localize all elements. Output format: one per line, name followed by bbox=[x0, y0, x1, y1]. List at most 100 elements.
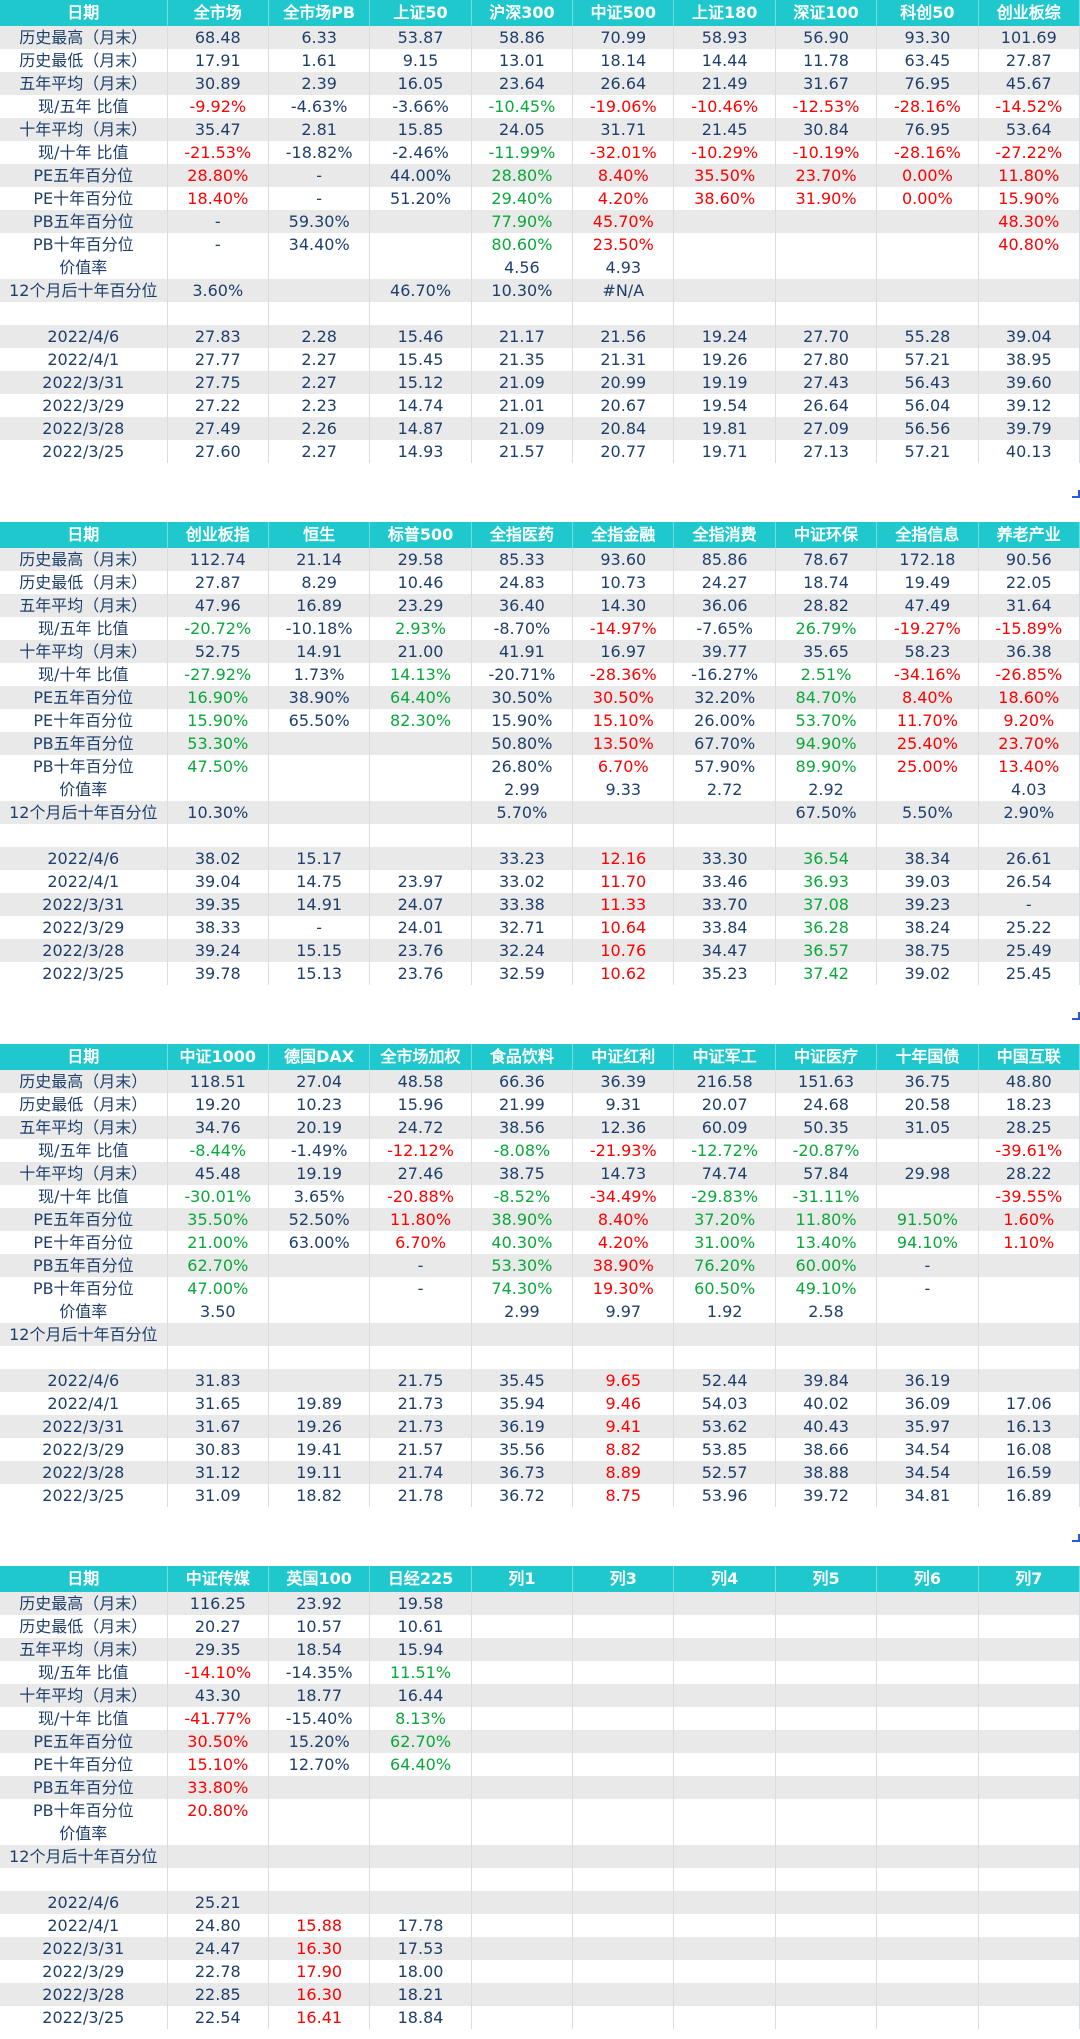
table-cell[interactable] bbox=[673, 1346, 776, 1369]
table-cell[interactable]: 47.50% bbox=[167, 755, 269, 778]
table-cell[interactable]: 24.05 bbox=[471, 118, 574, 141]
table-cell[interactable]: #N/A bbox=[572, 279, 675, 302]
table-cell[interactable]: 39.84 bbox=[775, 1369, 878, 1392]
table-cell[interactable]: 30.84 bbox=[775, 118, 878, 141]
table-cell[interactable] bbox=[876, 1730, 979, 1753]
table-cell[interactable]: 35.94 bbox=[471, 1392, 574, 1415]
column-header[interactable]: 中证医疗 bbox=[775, 1044, 878, 1070]
table-cell[interactable]: 16.05 bbox=[369, 72, 472, 95]
table-cell[interactable]: 53.30% bbox=[167, 732, 269, 755]
table-cell[interactable]: 19.26 bbox=[268, 1415, 371, 1438]
table-cell[interactable] bbox=[978, 1638, 1080, 1661]
table-cell[interactable] bbox=[572, 1323, 675, 1346]
table-cell[interactable] bbox=[876, 1684, 979, 1707]
table-cell[interactable]: 16.59 bbox=[978, 1461, 1080, 1484]
table-cell[interactable]: 15.90% bbox=[978, 187, 1080, 210]
table-cell[interactable]: 21.74 bbox=[369, 1461, 472, 1484]
table-cell[interactable]: 2.72 bbox=[673, 778, 776, 801]
table-cell[interactable] bbox=[775, 1615, 878, 1638]
table-cell[interactable]: 39.72 bbox=[775, 1484, 878, 1507]
table-cell[interactable]: 51.20% bbox=[369, 187, 472, 210]
row-label[interactable]: 十年平均（月末） bbox=[0, 640, 168, 663]
table-cell[interactable]: -28.16% bbox=[876, 141, 979, 164]
table-cell[interactable]: 38.02 bbox=[167, 847, 269, 870]
table-cell[interactable] bbox=[978, 1891, 1080, 1914]
table-cell[interactable] bbox=[268, 1254, 371, 1277]
table-cell[interactable]: -20.88% bbox=[369, 1185, 472, 1208]
table-cell[interactable]: 16.13 bbox=[978, 1415, 1080, 1438]
table-cell[interactable]: 33.38 bbox=[471, 893, 574, 916]
table-cell[interactable] bbox=[775, 1638, 878, 1661]
table-cell[interactable] bbox=[268, 1868, 371, 1891]
table-cell[interactable] bbox=[471, 2006, 574, 2029]
table-cell[interactable] bbox=[876, 1707, 979, 1730]
table-cell[interactable]: 39.04 bbox=[978, 325, 1080, 348]
table-cell[interactable] bbox=[268, 824, 371, 847]
table-cell[interactable] bbox=[471, 1822, 574, 1845]
row-label[interactable]: PE十年百分位 bbox=[0, 1753, 168, 1776]
table-cell[interactable]: -28.16% bbox=[876, 95, 979, 118]
table-cell[interactable]: 77.90% bbox=[471, 210, 574, 233]
table-cell[interactable]: -14.10% bbox=[167, 1661, 269, 1684]
column-header[interactable]: 中证500 bbox=[572, 0, 675, 26]
table-cell[interactable]: - bbox=[876, 1277, 979, 1300]
table-cell[interactable]: 23.29 bbox=[369, 594, 472, 617]
table-cell[interactable]: 1.92 bbox=[673, 1300, 776, 1323]
table-cell[interactable] bbox=[978, 1277, 1080, 1300]
row-label[interactable]: 历史最高（月末） bbox=[0, 26, 168, 49]
table-cell[interactable]: 57.84 bbox=[775, 1162, 878, 1185]
table-cell[interactable]: 3.65% bbox=[268, 1185, 371, 1208]
table-cell[interactable]: 18.00 bbox=[369, 1960, 472, 1983]
table-cell[interactable] bbox=[268, 1799, 371, 1822]
table-cell[interactable]: 25.49 bbox=[978, 939, 1080, 962]
table-cell[interactable]: 24.83 bbox=[471, 571, 574, 594]
table-cell[interactable]: 65.50% bbox=[268, 709, 371, 732]
table-cell[interactable] bbox=[978, 1753, 1080, 1776]
column-header[interactable]: 科创50 bbox=[876, 0, 979, 26]
table-cell[interactable]: 45.70% bbox=[572, 210, 675, 233]
table-cell[interactable] bbox=[876, 1983, 979, 2006]
table-cell[interactable]: 10.30% bbox=[167, 801, 269, 824]
table-cell[interactable]: 19.89 bbox=[268, 1392, 371, 1415]
table-cell[interactable]: 15.13 bbox=[268, 962, 371, 985]
column-header[interactable]: 中证传媒 bbox=[167, 1566, 269, 1592]
table-cell[interactable]: 10.46 bbox=[369, 571, 472, 594]
table-cell[interactable]: -27.22% bbox=[978, 141, 1080, 164]
table-cell[interactable]: 23.70% bbox=[978, 732, 1080, 755]
column-header[interactable]: 全指金融 bbox=[572, 522, 675, 548]
table-cell[interactable]: 82.30% bbox=[369, 709, 472, 732]
table-cell[interactable]: 26.79% bbox=[775, 617, 878, 640]
table-cell[interactable] bbox=[775, 1346, 878, 1369]
row-label[interactable]: 五年平均（月末） bbox=[0, 1116, 168, 1139]
table-cell[interactable]: 16.89 bbox=[978, 1484, 1080, 1507]
table-cell[interactable] bbox=[572, 1638, 675, 1661]
table-cell[interactable]: 50.80% bbox=[471, 732, 574, 755]
table-cell[interactable]: 10.64 bbox=[572, 916, 675, 939]
table-cell[interactable] bbox=[167, 1346, 269, 1369]
row-label[interactable]: 价值率 bbox=[0, 1300, 168, 1323]
table-cell[interactable] bbox=[876, 1891, 979, 1914]
row-label[interactable]: PB五年百分位 bbox=[0, 732, 168, 755]
table-cell[interactable]: -19.06% bbox=[572, 95, 675, 118]
table-cell[interactable] bbox=[268, 1277, 371, 1300]
table-cell[interactable]: 10.57 bbox=[268, 1615, 371, 1638]
table-cell[interactable]: 31.67 bbox=[167, 1415, 269, 1438]
table-cell[interactable] bbox=[978, 279, 1080, 302]
table-cell[interactable] bbox=[978, 1369, 1080, 1392]
table-cell[interactable]: 90.56 bbox=[978, 548, 1080, 571]
row-label[interactable] bbox=[0, 1868, 168, 1891]
table-cell[interactable] bbox=[876, 1937, 979, 1960]
row-label[interactable]: 历史最低（月末） bbox=[0, 49, 168, 72]
table-cell[interactable] bbox=[471, 1799, 574, 1822]
table-cell[interactable]: 36.54 bbox=[775, 847, 878, 870]
table-cell[interactable]: -8.52% bbox=[471, 1185, 574, 1208]
table-cell[interactable]: - bbox=[268, 916, 371, 939]
table-cell[interactable] bbox=[673, 824, 776, 847]
table-cell[interactable]: 34.76 bbox=[167, 1116, 269, 1139]
table-cell[interactable]: 33.02 bbox=[471, 870, 574, 893]
row-label[interactable]: 历史最低（月末） bbox=[0, 1093, 168, 1116]
row-label[interactable]: 现/五年 比值 bbox=[0, 95, 168, 118]
table-cell[interactable]: 11.70% bbox=[876, 709, 979, 732]
table-cell[interactable]: -14.97% bbox=[572, 617, 675, 640]
row-label[interactable]: PB五年百分位 bbox=[0, 1776, 168, 1799]
